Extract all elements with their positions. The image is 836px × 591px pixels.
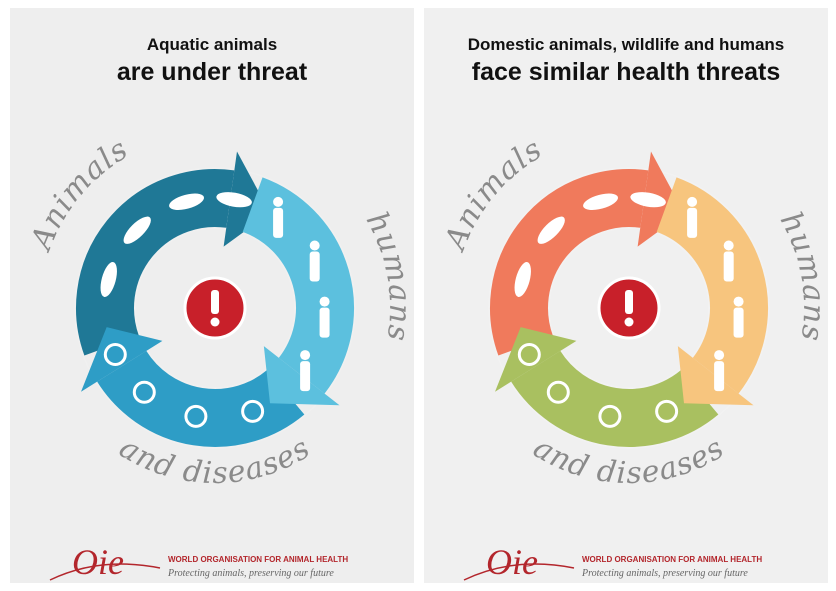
alert-dot	[210, 317, 220, 327]
title-line-1: Aquatic animals	[147, 35, 277, 54]
ring-line	[548, 227, 710, 389]
germ-icon	[132, 380, 156, 404]
animal-icon	[514, 262, 531, 298]
animal-icon	[123, 216, 151, 244]
person-icon	[733, 296, 744, 307]
alert-bar	[625, 290, 633, 314]
animal-icon	[537, 216, 565, 244]
germ-icon	[598, 404, 622, 428]
animal-icon	[630, 192, 666, 208]
germ-icon	[241, 399, 265, 423]
alert-dot	[624, 317, 634, 327]
germ-icon	[103, 342, 127, 366]
person-icon	[733, 307, 744, 338]
logo-swoosh	[49, 563, 161, 581]
poster: Domestic animals, wildlife and humans fac…	[424, 8, 830, 583]
person-icon	[723, 251, 734, 282]
person-icon	[319, 307, 330, 338]
logo-mark: Oie	[72, 542, 124, 582]
alert-bar	[211, 290, 219, 314]
person-icon	[309, 251, 320, 282]
person-icon	[273, 196, 284, 207]
person-icon	[723, 240, 734, 251]
germ-icon	[546, 380, 570, 404]
animal-icon	[169, 193, 205, 210]
org-tagline: Protecting animals, preserving our futur…	[581, 568, 748, 579]
germ-icon	[517, 342, 541, 366]
person-icon	[319, 296, 330, 307]
person-icon	[687, 207, 698, 238]
person-icon	[300, 350, 311, 361]
title-line-1: Domestic animals, wildlife and humans	[468, 35, 784, 54]
ring-line	[488, 167, 770, 449]
person-icon	[309, 240, 320, 251]
animal-icon	[100, 262, 117, 298]
logo-mark: Oie	[486, 542, 538, 582]
animal-icon	[583, 193, 619, 210]
org-tagline: Protecting animals, preserving our futur…	[167, 568, 334, 579]
cycle-arrow-head	[81, 327, 163, 392]
title-line-2: are under threat	[117, 58, 308, 86]
org-name: WORLD ORGANISATION FOR ANIMAL HEALTH	[582, 555, 762, 564]
germ-icon	[655, 399, 679, 423]
logo-swoosh	[463, 563, 575, 581]
germ-icon	[184, 404, 208, 428]
person-icon	[300, 361, 311, 392]
title-line-2: face similar health threats	[472, 58, 780, 86]
person-icon	[687, 196, 698, 207]
animal-icon	[216, 192, 252, 208]
person-icon	[714, 361, 725, 392]
person-icon	[714, 350, 725, 361]
ring-line	[74, 167, 356, 449]
ring-line	[134, 227, 296, 389]
cycle-arrow-head	[495, 327, 577, 392]
org-name: WORLD ORGANISATION FOR ANIMAL HEALTH	[168, 555, 348, 564]
person-icon	[273, 207, 284, 238]
